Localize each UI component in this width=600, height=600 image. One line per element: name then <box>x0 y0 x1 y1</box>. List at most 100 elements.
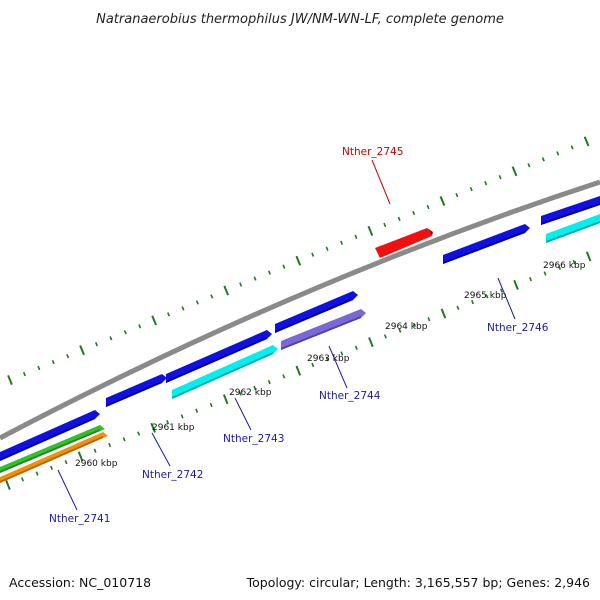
gene-labels: Nther_2741 Nther_2742 Nther_2743 Nther_2… <box>49 146 549 525</box>
inner-tick <box>137 431 141 436</box>
inner-tick-track <box>5 251 592 491</box>
inner-tick <box>368 337 374 348</box>
inner-tick <box>485 294 489 299</box>
inner-tick <box>412 322 416 328</box>
inner-tick <box>440 308 447 319</box>
gene-label-nther-2745[interactable]: Nther_2745 <box>342 146 403 158</box>
inner-tick <box>166 419 170 425</box>
gene-label-nther-2741[interactable]: Nther_2741 <box>49 513 110 525</box>
gene-feature-shadow <box>443 231 525 264</box>
inner-tick <box>543 271 547 276</box>
inner-tick <box>325 357 329 362</box>
connector-nther-2745 <box>371 159 391 205</box>
inner-tick <box>195 408 199 413</box>
gene-label-connectors <box>57 159 516 511</box>
scale-label-2964: 2964 kbp <box>385 322 428 332</box>
gene-feature-shadow <box>0 417 95 461</box>
outer-tick <box>354 234 358 240</box>
connector-nther-2741 <box>57 469 78 511</box>
scale-label-2966: 2966 kbp <box>543 261 586 271</box>
outer-tick <box>94 342 98 347</box>
gene-feature[interactable] <box>541 196 600 225</box>
inner-tick <box>238 391 242 396</box>
inner-tick <box>383 334 387 339</box>
outer-tick <box>239 282 243 287</box>
outer-tick <box>556 151 560 156</box>
outer-tick <box>511 166 518 177</box>
scale-label-2960: 2960 kbp <box>75 459 118 469</box>
outer-tick <box>167 312 171 317</box>
outer-tick <box>541 157 545 162</box>
outer-tick <box>412 210 416 216</box>
gene-feature-shadow <box>0 429 100 473</box>
inner-tick <box>108 442 112 448</box>
outer-tick <box>426 204 430 210</box>
outer-tick-track <box>7 136 590 386</box>
scale-label-2962: 2962 kbp <box>229 388 272 398</box>
outer-tick <box>7 374 13 386</box>
outer-tick <box>295 255 302 266</box>
outer-tick <box>51 359 55 365</box>
gene-feature-shadow <box>281 316 361 350</box>
gene-feature-shadow <box>275 298 353 333</box>
outer-tick <box>210 294 214 299</box>
scale-label-2961: 2961 kbp <box>152 423 195 433</box>
inner-tick <box>295 365 302 376</box>
inner-tick <box>21 477 24 482</box>
accession-text: Accession: NC_010718 <box>9 575 151 590</box>
inner-tick <box>354 345 358 350</box>
gene-label-nther-2746[interactable]: Nther_2746 <box>487 322 549 334</box>
inner-tick <box>77 451 84 462</box>
inner-tick <box>50 465 54 471</box>
gene-feature[interactable] <box>375 228 432 258</box>
gene-feature-shadow <box>541 203 600 225</box>
genome-summary-text: Topology: circular; Length: 3,165,557 bp… <box>246 575 590 590</box>
inner-tick <box>93 448 97 453</box>
outer-tick <box>325 246 329 251</box>
outer-tick <box>282 264 286 269</box>
gene-feature-shadow <box>166 337 267 383</box>
inner-tick <box>150 422 156 433</box>
genome-backbone <box>0 179 600 441</box>
outer-tick <box>311 252 315 257</box>
outer-tick <box>340 240 344 245</box>
outer-tick <box>583 136 590 147</box>
outer-tick <box>66 353 70 359</box>
outer-tick <box>109 336 113 341</box>
gene-label-nther-2742[interactable]: Nther_2742 <box>142 469 203 481</box>
gene-feature-shadow <box>546 221 600 243</box>
outer-tick <box>123 330 127 335</box>
inner-tick <box>500 288 503 293</box>
inner-tick <box>398 328 402 333</box>
scale-labels: 2960 kbp 2961 kbp 2962 kbp 2963 kbp 2964… <box>75 261 586 469</box>
connector-nther-2746 <box>497 277 516 320</box>
inner-tick <box>558 265 562 270</box>
inner-tick <box>209 402 213 408</box>
gene-features <box>375 228 433 258</box>
outer-tick <box>223 285 230 296</box>
outer-tick <box>79 345 85 356</box>
inner-tick <box>456 305 460 310</box>
inner-tick <box>267 379 271 385</box>
gene-label-nther-2744[interactable]: Nther_2744 <box>319 390 381 402</box>
inner-tick <box>529 277 533 282</box>
inner-tick <box>340 351 344 356</box>
outer-tick <box>439 196 446 207</box>
inner-tick <box>180 414 184 419</box>
connector-nther-2744 <box>328 345 348 389</box>
gene-bars <box>0 196 600 483</box>
outer-tick <box>367 225 374 236</box>
scale-label-2965: 2965 kbp <box>464 291 507 301</box>
gene-feature[interactable] <box>546 214 600 243</box>
inner-tick <box>5 479 11 491</box>
outer-tick <box>484 181 488 186</box>
scale-label-2963: 2963 kbp <box>307 354 350 364</box>
outer-tick <box>37 365 41 371</box>
outer-tick <box>383 222 387 228</box>
map-title: Natranaerobius thermophilus JW/NM-WN-LF,… <box>96 12 504 27</box>
outer-tick <box>22 371 26 377</box>
gene-label-nther-2743[interactable]: Nther_2743 <box>223 433 284 445</box>
inner-tick <box>572 259 576 265</box>
inner-tick <box>64 459 68 465</box>
